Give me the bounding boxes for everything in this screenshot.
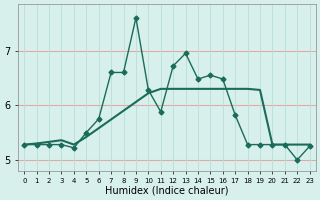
X-axis label: Humidex (Indice chaleur): Humidex (Indice chaleur) (105, 186, 229, 196)
